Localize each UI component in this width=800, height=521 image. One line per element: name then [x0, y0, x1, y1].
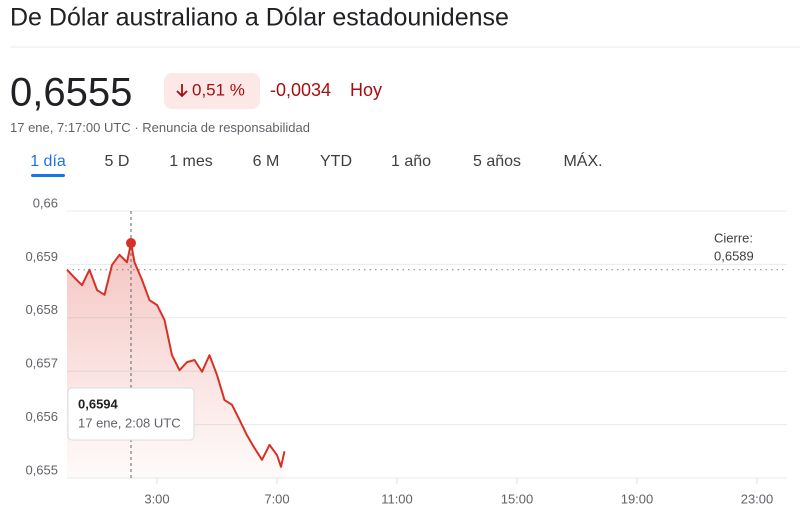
- x-tick-label: 23:00: [741, 491, 774, 506]
- line: [66, 242, 286, 468]
- previous-close-title: Cierre:: [714, 230, 753, 245]
- disclaimer[interactable]: Renuncia de responsabilidad: [142, 120, 310, 135]
- tab[interactable]: 6 M: [253, 153, 280, 170]
- tab-underline: [31, 174, 65, 177]
- sep: ·: [131, 120, 143, 135]
- x-tick-label: 7:00: [264, 491, 289, 506]
- change-abs: -0,0034: [270, 80, 331, 100]
- timestamp: 17 ene, 7:17:00 UTC · Renuncia de respon…: [10, 120, 310, 135]
- y-tick-label: 0,659: [25, 249, 58, 264]
- tabs: 1 día 5 D 1 mes 6 M YTD 1 año 5 años MÁX.: [30, 151, 603, 177]
- tab[interactable]: 5 D: [105, 153, 130, 170]
- tab[interactable]: 1 día: [30, 153, 66, 170]
- x-tick-label: 19:00: [621, 491, 654, 506]
- down-arrow: [176, 84, 188, 98]
- tooltip-time: 17 ene, 2:08 UTC: [78, 415, 181, 430]
- change-percent: 0,51 %: [192, 80, 245, 99]
- tab[interactable]: MÁX.: [563, 151, 602, 170]
- tab[interactable]: 1 mes: [169, 153, 213, 170]
- x-tick-label: 3:00: [144, 491, 169, 506]
- y-tick-label: 0,66: [33, 195, 58, 210]
- tab[interactable]: YTD: [320, 153, 352, 170]
- previous-close-label: 0,6589: [714, 248, 754, 263]
- x-tick-label: 11:00: [381, 491, 413, 506]
- change-badge: [164, 73, 260, 109]
- y-tick-label: 0,658: [25, 302, 58, 317]
- hover-point: [125, 238, 136, 249]
- price: 0,6555: [10, 71, 132, 115]
- y-tick-label: 0,656: [25, 409, 58, 424]
- y-tick-label: 0,655: [25, 462, 58, 477]
- tooltip-value: 0,6594: [78, 396, 119, 411]
- tab[interactable]: 1 año: [391, 153, 431, 170]
- time: 17 ene, 7:17:00 UTC: [10, 120, 131, 135]
- change-period: Hoy: [350, 80, 382, 100]
- title: De Dólar australiano a Dólar estadounide…: [10, 4, 509, 32]
- chart: 0,655 0,656 0,657 0,658 0,659 0,66 3:00 7:00 11:…: [25, 195, 787, 506]
- y-tick-label: 0,657: [25, 356, 58, 371]
- tab[interactable]: 5 años: [473, 153, 521, 170]
- x-tick-label: 15:00: [501, 491, 534, 506]
- tooltip: [67, 387, 195, 441]
